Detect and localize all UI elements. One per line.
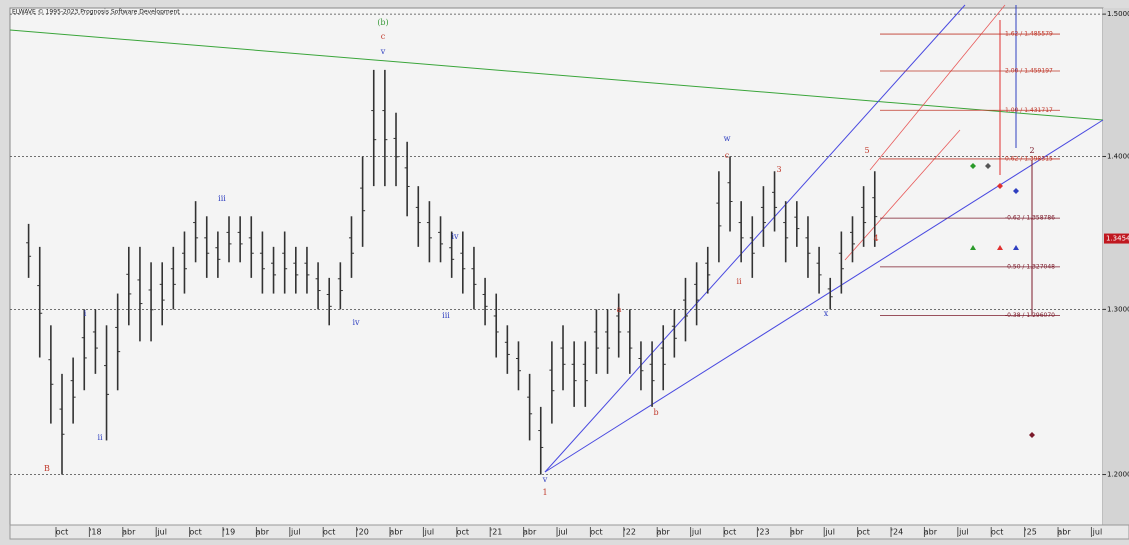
marker: [1029, 432, 1035, 438]
x-tick-label: jul: [1092, 528, 1103, 537]
x-tick-label: '24: [891, 528, 903, 537]
header: ELWAVE © 1995-2023 Prognosis Software De…: [12, 9, 180, 16]
wave-label: c: [381, 32, 386, 41]
x-tick-label: '21: [490, 528, 502, 537]
x-tick-label: jul: [156, 528, 167, 537]
wave-label: a: [617, 305, 622, 314]
x-tick-label: abr: [122, 528, 136, 537]
channel-line: [544, 4, 966, 473]
wave-label: 2: [1029, 146, 1034, 155]
fib-label: -0.38 / 1.296070: [1005, 312, 1055, 319]
marker: [1013, 245, 1019, 250]
wave-label: iii: [442, 311, 450, 320]
y-tick-label: 1.5000: [1107, 10, 1129, 18]
fib-label: 0.62 / 1.398315: [1005, 155, 1053, 162]
x-tick-label: abr: [790, 528, 804, 537]
wave-label: iii: [218, 194, 226, 203]
marker: [997, 183, 1003, 189]
wave-label: ii: [736, 277, 742, 286]
marker: [970, 163, 976, 169]
x-tick-label: oct: [189, 528, 201, 537]
y-tick-label: 1.4000: [1107, 152, 1129, 160]
wave-label: b: [653, 408, 658, 417]
target-line: [869, 4, 1006, 171]
x-tick-label: oct: [724, 528, 736, 537]
x-tick-label: '22: [624, 528, 636, 537]
x-tick-label: abr: [389, 528, 403, 537]
wave-label: 3: [776, 165, 781, 174]
x-tick-label: '18: [89, 528, 101, 537]
y-tick-label: 1.3000: [1107, 305, 1129, 313]
x-tick-label: '25: [1024, 528, 1036, 537]
wave-label: w: [724, 134, 731, 143]
wave-label: 1: [542, 488, 547, 497]
wave-label: iv: [451, 232, 459, 241]
marker: [1013, 188, 1019, 194]
x-tick-label: jul: [824, 528, 835, 537]
marker: [970, 245, 976, 250]
fib-label: -0.62 / 1.358786: [1005, 215, 1055, 222]
x-tick-label: abr: [657, 528, 671, 537]
x-tick-label: '19: [223, 528, 235, 537]
marker: [997, 245, 1003, 250]
wave-label: 4: [873, 234, 878, 243]
x-tick-label: jul: [557, 528, 568, 537]
wave-label: c: [725, 151, 730, 160]
wave-label: 5: [864, 146, 869, 155]
trend-line: [9, 29, 1104, 121]
x-tick-label: jul: [958, 528, 969, 537]
fib-label: 1.00 / 1.431717: [1005, 107, 1053, 114]
x-tick-label: oct: [590, 528, 602, 537]
x-tick-label: oct: [857, 528, 869, 537]
wave-label: B: [44, 464, 50, 473]
x-tick-label: jul: [290, 528, 301, 537]
wave-label: x: [824, 309, 829, 318]
fib-label: 1.62 / 1.485579: [1005, 31, 1053, 38]
marker: [985, 163, 991, 169]
x-tick-label: jul: [691, 528, 702, 537]
x-tick-label: oct: [323, 528, 335, 537]
plot: [9, 4, 1104, 473]
x-tick-label: oct: [991, 528, 1003, 537]
x-tick-label: abr: [1057, 528, 1071, 537]
wave-label: ii: [97, 433, 103, 442]
x-tick-label: '23: [757, 528, 769, 537]
y-tick-label: 1.2000: [1107, 471, 1129, 479]
channel-line: [544, 119, 1104, 473]
x-tick-label: jul: [424, 528, 435, 537]
last-price-box: [1104, 233, 1129, 244]
last-price-label: 1.3454: [1106, 235, 1129, 243]
fib-label: 2.00 / 1.459197: [1005, 68, 1053, 75]
y-axis-panel: [1103, 8, 1129, 525]
wave-label: v: [380, 47, 386, 56]
wave-label: iv: [352, 318, 360, 327]
x-tick-label: oct: [56, 528, 68, 537]
x-tick-label: '20: [356, 528, 368, 537]
x-tick-label: abr: [256, 528, 270, 537]
fib-label: -0.50 / 1.327048: [1005, 263, 1055, 270]
x-tick-label: abr: [523, 528, 537, 537]
x-tick-label: oct: [457, 528, 469, 537]
x-tick-label: abr: [924, 528, 938, 537]
wave-label: v: [542, 475, 548, 484]
wave-label: i: [84, 309, 87, 318]
wave-label: (b): [377, 18, 388, 27]
